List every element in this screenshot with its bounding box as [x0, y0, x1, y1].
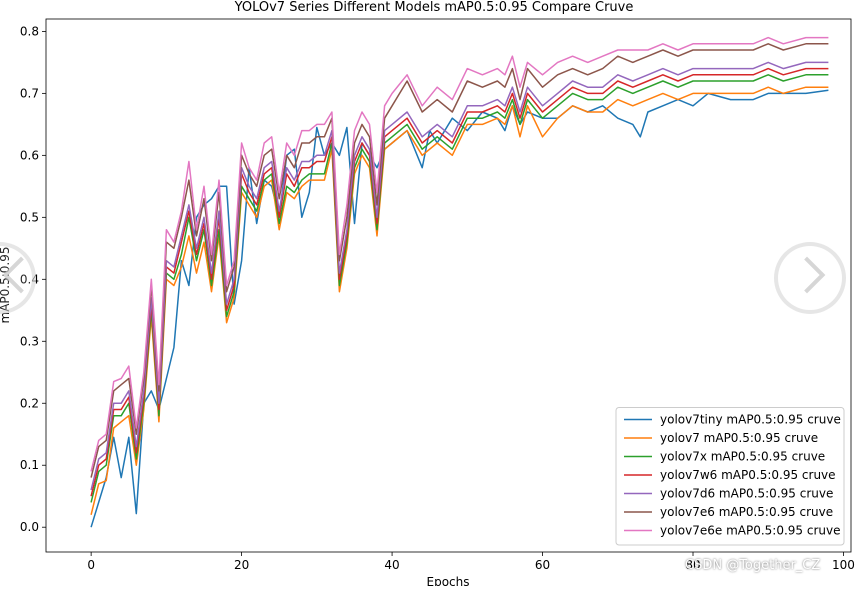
- legend-label-0: yolov7tiny mAP0.5:0.95 cruve: [660, 413, 841, 427]
- chart-title: YOLOv7 Series Different Models mAP0.5:0.…: [234, 0, 634, 15]
- legend-label-2: yolov7x mAP0.5:0.95 cruve: [660, 450, 825, 464]
- y-tick-label: 0.3: [20, 334, 39, 348]
- y-tick-label: 0.2: [20, 396, 39, 410]
- chevron-right-icon: [788, 256, 826, 294]
- x-tick-label: 80: [685, 558, 700, 572]
- legend-label-1: yolov7 mAP0.5:0.95 cruve: [660, 431, 818, 445]
- next-image-button[interactable]: [774, 242, 846, 314]
- y-tick-label: 0.7: [20, 86, 39, 100]
- y-tick-label: 0.6: [20, 148, 39, 162]
- x-tick-label: 60: [535, 558, 550, 572]
- x-tick-label: 40: [384, 558, 399, 572]
- plot-area: 0 20 40 60 80 1000.00.10.20.30.40.50.60.70.8y…: [20, 18, 855, 572]
- series-line-6: [90, 36, 829, 472]
- legend-label-6: yolov7e6e mAP0.5:0.95 cruve: [660, 524, 841, 538]
- y-tick-label: 0.0: [20, 520, 39, 534]
- legend-label-3: yolov7w6 mAP0.5:0.95 cruve: [660, 468, 836, 482]
- watermark: CSDN @Together_CZ: [685, 558, 821, 573]
- y-tick-label: 0.8: [20, 24, 39, 38]
- x-tick-label: 20: [234, 558, 249, 572]
- legend-box: [615, 407, 845, 546]
- series-line-5: [90, 43, 829, 478]
- x-axis-label: Epochs: [427, 575, 470, 586]
- series-line-4: [90, 61, 829, 491]
- legend-label-4: yolov7d6 mAP0.5:0.95 cruve: [660, 487, 833, 501]
- axes-frame: [45, 18, 852, 553]
- y-tick-label: 0.5: [20, 210, 39, 224]
- x-tick-label: 0: [87, 558, 95, 572]
- x-tick-label: 100: [832, 558, 855, 572]
- legend-label-5: yolov7e6 mAP0.5:0.95 cruve: [660, 505, 833, 519]
- y-tick-label: 0.1: [20, 458, 39, 472]
